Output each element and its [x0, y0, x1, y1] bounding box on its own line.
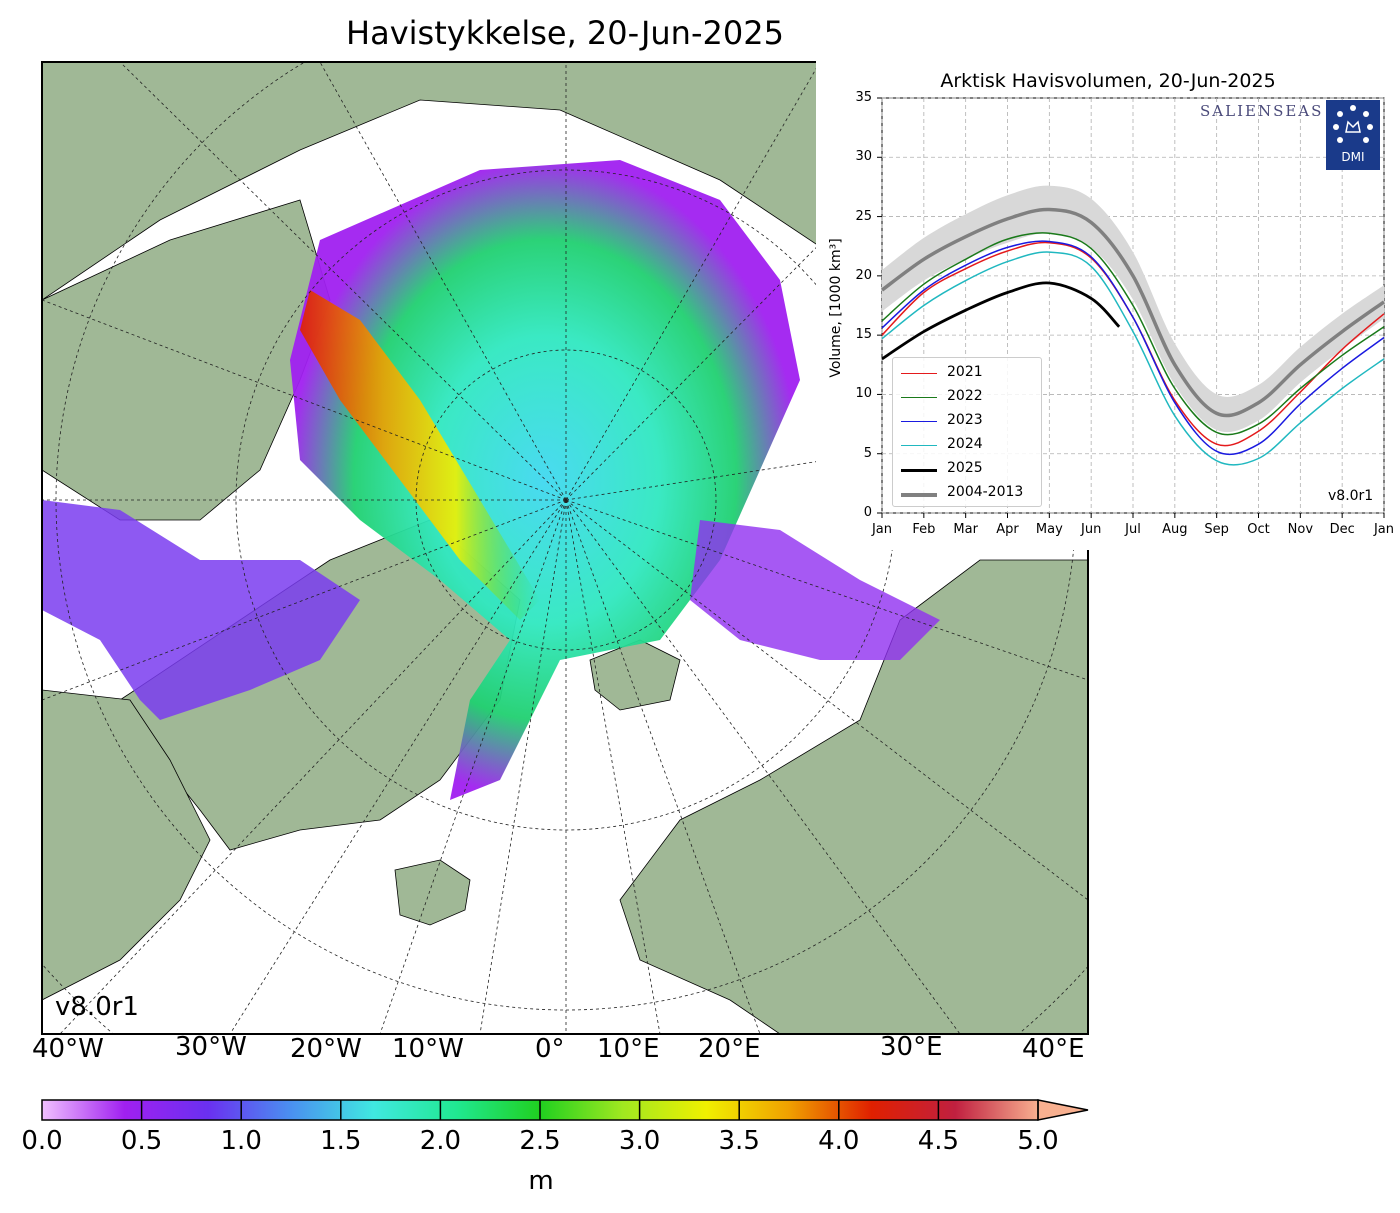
legend-swatch — [901, 397, 937, 398]
colorbar-tick-label: 2.5 — [519, 1126, 561, 1156]
lon-label-10e: 10°E — [597, 1034, 660, 1064]
colorbar-tick-label: 5.0 — [1017, 1126, 1059, 1156]
chart-axis-ticks — [877, 97, 1385, 518]
legend-label: 2025 — [947, 460, 983, 476]
dmi-logo: DMI — [1326, 100, 1380, 170]
chart-series-lines — [880, 207, 1386, 466]
colorbar-tick-label: 1.5 — [320, 1126, 362, 1156]
legend-swatch — [901, 421, 937, 422]
colorbar — [41, 1099, 1089, 1121]
x-tick-label: Feb — [912, 522, 936, 537]
legend-label: 2023 — [947, 412, 983, 428]
land-greenland — [119, 519, 521, 851]
colorbar-tick-label: 3.0 — [618, 1126, 661, 1156]
ice-pack — [290, 160, 800, 800]
lon-label-20e: 20°E — [698, 1034, 761, 1064]
lon-label-30e: 30°E — [880, 1032, 943, 1062]
chart-legend: 2021 2022 2023 2024 2025 2004-2013 — [892, 357, 1042, 507]
legend-swatch — [901, 373, 937, 374]
series-line-2025 — [881, 281, 1121, 361]
colorbar-tick-label: 2.0 — [419, 1126, 462, 1156]
legend-swatch — [901, 493, 937, 497]
x-tick-label: May — [1035, 522, 1063, 537]
x-tick-label: Jul — [1125, 522, 1141, 537]
x-tick-label: Oct — [1247, 522, 1270, 537]
x-tick-label: Mar — [953, 522, 978, 537]
lon-label-30w: 30°W — [175, 1032, 247, 1062]
y-tick-label: 20 — [855, 267, 872, 283]
x-tick-label: Jan — [871, 522, 893, 537]
colorbar-tick-label: 0.0 — [21, 1126, 63, 1156]
colorbar-tick-label: 0.5 — [120, 1126, 163, 1156]
series-line-2023 — [881, 240, 1385, 456]
chart-version-label: v8.0r1 — [1328, 488, 1374, 504]
y-tick-label: 0 — [863, 505, 872, 520]
land-canada-alaska — [42, 199, 331, 521]
x-tick-label: Dec — [1329, 522, 1355, 537]
x-tick-label: Jan — [1373, 522, 1395, 537]
x-tick-label: Sep — [1204, 522, 1229, 537]
dmi-crown-icon — [1333, 105, 1373, 143]
y-tick-label: 30 — [855, 149, 872, 165]
legend-label: 2024 — [947, 436, 983, 452]
x-tick-label: Jun — [1081, 522, 1102, 537]
colorbar-extend-arrow — [1037, 1099, 1089, 1121]
colorbar-tick-label: 1.0 — [220, 1126, 262, 1156]
volume-chart-inset: Arktisk Havisvolumen, 20-Jun-2025 SALIEN… — [816, 60, 1400, 550]
colorbar-tick-label: 3.5 — [718, 1126, 760, 1156]
thick-ice-band — [300, 290, 540, 620]
legend-swatch — [901, 469, 937, 472]
y-tick-label: 35 — [855, 90, 872, 105]
map-version-label: v8.0r1 — [55, 992, 139, 1022]
colorbar-tick-label: 4.5 — [917, 1126, 960, 1156]
land-labrador — [42, 689, 211, 1001]
series-line-2024 — [881, 251, 1385, 466]
chart-ylabel: Volume, [1000 km³] — [828, 238, 844, 378]
legend-label: 2021 — [947, 364, 983, 380]
lon-label-0: 0° — [535, 1034, 565, 1064]
lon-label-10w: 10°W — [392, 1034, 464, 1064]
salienseas-logo: SALIENSEAS — [1200, 102, 1324, 120]
series-line-2022 — [881, 232, 1385, 436]
colorbar-tick-marks — [140, 1100, 940, 1120]
x-tick-label: Apr — [996, 522, 1019, 537]
x-tick-label: Aug — [1162, 522, 1188, 537]
y-tick-label: 15 — [855, 327, 872, 343]
ice-baffin-bay — [42, 500, 360, 720]
lon-label-40w: 40°W — [32, 1034, 104, 1064]
lon-label-40e: 40°E — [1022, 1034, 1085, 1064]
colorbar-unit-label: m — [528, 1166, 554, 1196]
chart-title: Arktisk Havisvolumen, 20-Jun-2025 — [940, 70, 1276, 92]
colorbar-tick-label: 4.0 — [818, 1126, 860, 1156]
y-tick-label: 25 — [855, 208, 872, 224]
y-tick-label: 5 — [863, 445, 872, 461]
series-line-2004-2013 — [880, 207, 1386, 418]
map-title: Havistykkelse, 20-Jun-2025 — [346, 14, 784, 52]
dmi-logo-text: DMI — [1341, 150, 1365, 164]
legend-swatch — [901, 445, 937, 446]
ice-kara-sea — [690, 520, 940, 660]
y-tick-label: 10 — [855, 386, 872, 402]
legend-label: 2004-2013 — [947, 484, 1024, 500]
lon-label-20w: 20°W — [290, 1034, 362, 1064]
x-tick-label: Nov — [1287, 522, 1314, 537]
legend-label: 2022 — [947, 388, 983, 404]
land-iceland — [394, 859, 471, 926]
